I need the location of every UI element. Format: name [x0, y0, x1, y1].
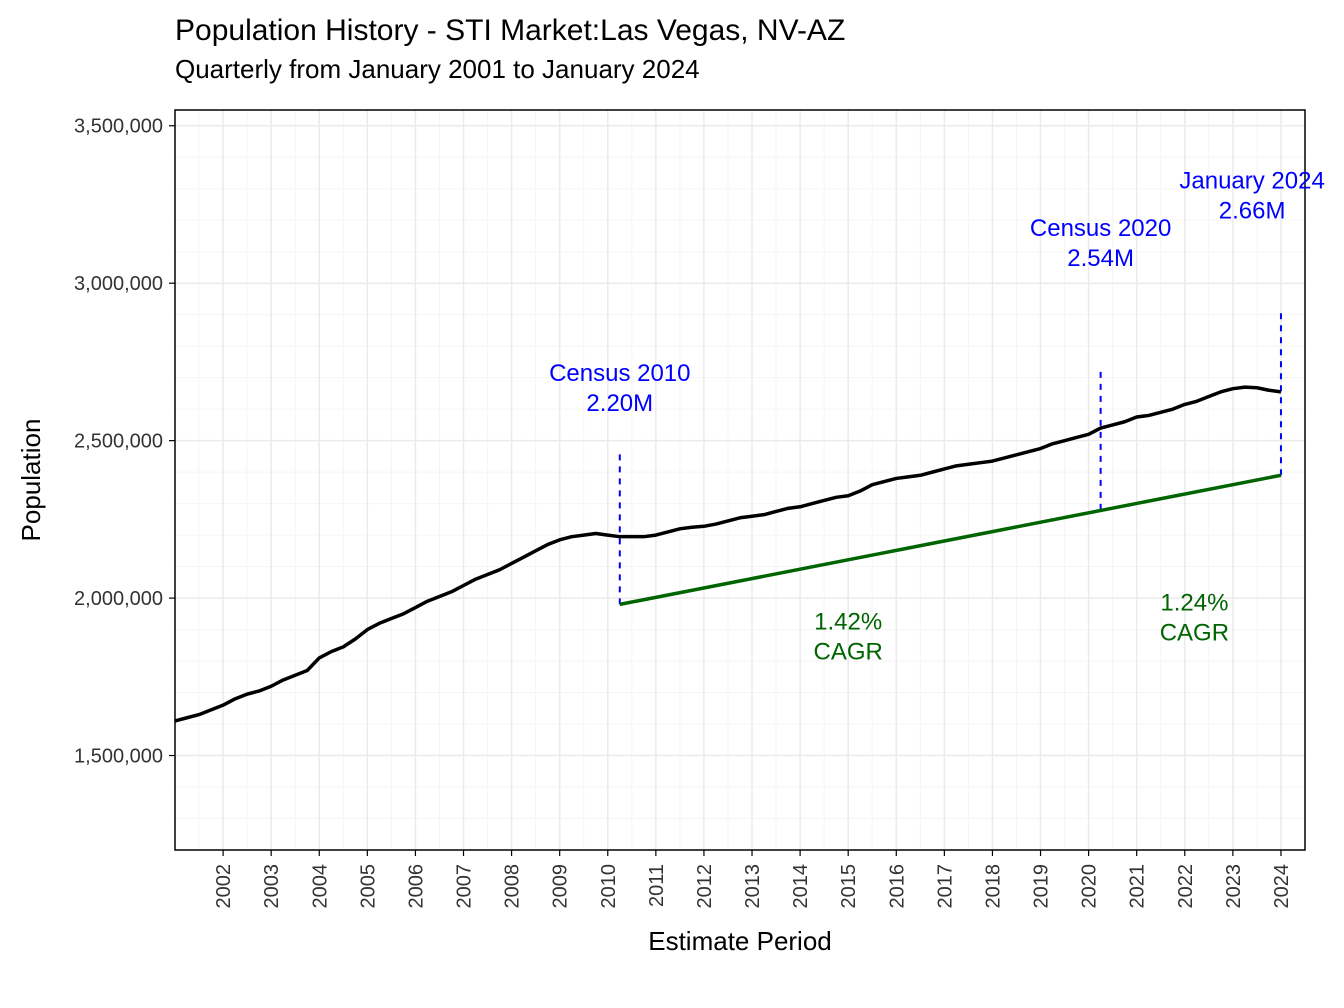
x-tick-label: 2015: [838, 864, 860, 909]
chart-annotation: 1.24%: [1160, 590, 1228, 617]
y-tick-label: 2,500,000: [74, 431, 163, 453]
chart-subtitle: Quarterly from January 2001 to January 2…: [175, 54, 700, 84]
chart-annotation: CAGR: [814, 639, 883, 666]
chart-container: Population History - STI Market:Las Vega…: [0, 0, 1344, 1008]
x-tick-label: 2024: [1271, 864, 1293, 909]
chart-annotation: 1.42%: [814, 609, 882, 636]
chart-annotation: CAGR: [1160, 620, 1229, 647]
chart-title: Population History - STI Market:Las Vega…: [175, 14, 845, 47]
chart-annotation: 2.66M: [1219, 198, 1286, 225]
x-tick-label: 2023: [1223, 864, 1245, 909]
x-tick-label: 2016: [886, 864, 908, 909]
y-tick-label: 3,500,000: [74, 116, 163, 138]
x-tick-label: 2019: [1031, 864, 1053, 909]
x-tick-label: 2005: [357, 864, 379, 909]
chart-annotation: Census 2020: [1030, 215, 1171, 242]
chart-annotation: 2.54M: [1067, 245, 1134, 272]
x-tick-label: 2004: [309, 864, 331, 909]
x-tick-label: 2010: [598, 864, 620, 909]
x-tick-label: 2018: [982, 864, 1004, 909]
x-axis-label: Estimate Period: [648, 926, 832, 956]
y-tick-label: 1,500,000: [74, 746, 163, 768]
y-tick-label: 2,000,000: [74, 588, 163, 610]
x-tick-label: 2002: [213, 864, 235, 909]
x-tick-label: 2020: [1079, 864, 1101, 909]
chart-annotation: 2.20M: [586, 390, 653, 417]
x-tick-label: 2007: [454, 864, 476, 909]
chart-svg: Population History - STI Market:Las Vega…: [0, 0, 1344, 1008]
x-tick-label: 2011: [646, 864, 668, 907]
x-tick-label: 2022: [1175, 864, 1197, 909]
x-tick-label: 2008: [502, 864, 524, 909]
x-tick-label: 2006: [405, 864, 427, 909]
x-tick-label: 2012: [694, 864, 716, 909]
x-tick-label: 2009: [550, 864, 572, 909]
x-tick-label: 2017: [934, 864, 956, 909]
chart-annotation: Census 2010: [549, 360, 690, 387]
x-tick-label: 2014: [790, 864, 812, 909]
x-tick-label: 2003: [261, 864, 283, 909]
chart-annotation: January 2024: [1179, 168, 1324, 195]
y-tick-label: 3,000,000: [74, 273, 163, 295]
x-tick-label: 2021: [1127, 864, 1149, 909]
x-tick-label: 2013: [742, 864, 764, 909]
y-axis-label: Population: [16, 419, 46, 542]
